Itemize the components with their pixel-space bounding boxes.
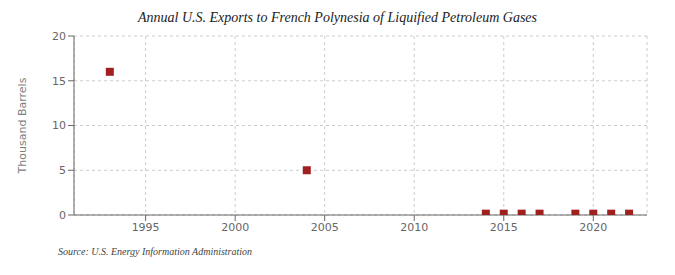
svg-text:2005: 2005 [311,221,339,234]
svg-text:10: 10 [52,119,66,132]
svg-text:5: 5 [59,164,66,177]
svg-text:2015: 2015 [490,221,518,234]
svg-text:2000: 2000 [221,221,249,234]
svg-text:0: 0 [59,209,66,222]
svg-text:Thousand Barrels: Thousand Barrels [16,77,29,174]
svg-text:1995: 1995 [132,221,160,234]
svg-text:2010: 2010 [400,221,428,234]
svg-text:15: 15 [52,75,66,88]
svg-text:20: 20 [52,30,66,43]
html-text:Annual U.S. Exports to French: Annual U.S. Exports to French Polynesia … [138,10,537,25]
html-text:Source: U.S. Energy Informatio: Source: U.S. Energy Information Administ… [58,246,253,257]
svg-text:2020: 2020 [579,221,607,234]
